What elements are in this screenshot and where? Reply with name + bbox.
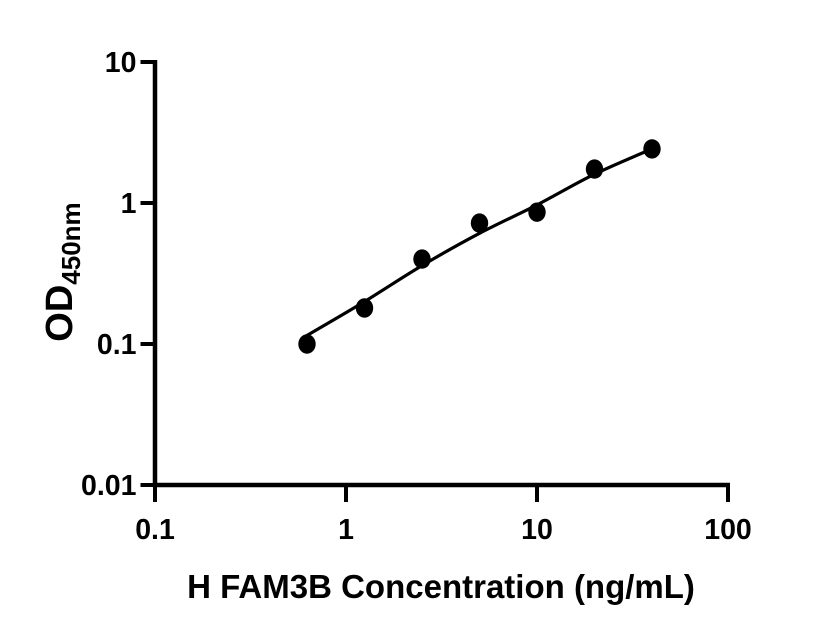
x-tick-label: 1: [338, 514, 354, 546]
data-points: [298, 139, 661, 354]
y-axis: 10 1 0.1 0.01: [81, 47, 158, 502]
x-tick-label: 0.1: [135, 514, 175, 546]
data-point: [470, 213, 489, 233]
y-axis-title: OD450nm: [39, 202, 86, 341]
x-tick-label: 100: [704, 514, 752, 546]
y-tick-label: 0.01: [81, 470, 137, 502]
y-axis-title-sub: 450nm: [56, 202, 86, 284]
y-axis-title-main: OD: [39, 285, 81, 342]
data-point: [298, 334, 316, 354]
y-tick-label: 10: [105, 47, 137, 79]
data-point: [413, 249, 431, 269]
data-point: [585, 159, 604, 179]
x-axis-title: H FAM3B Concentration (ng/mL): [187, 568, 695, 605]
y-axis-ticks: 10 1 0.1 0.01: [81, 47, 155, 502]
data-point: [643, 139, 661, 159]
x-axis-ticks: 0.1 1 10 100: [135, 485, 752, 546]
y-tick-label: 1: [121, 188, 137, 220]
x-tick-label: 10: [521, 514, 553, 546]
data-point: [528, 202, 546, 222]
data-point: [355, 298, 374, 318]
y-tick-label: 0.1: [97, 329, 137, 361]
x-axis: 0.1 1 10 100: [135, 482, 752, 546]
